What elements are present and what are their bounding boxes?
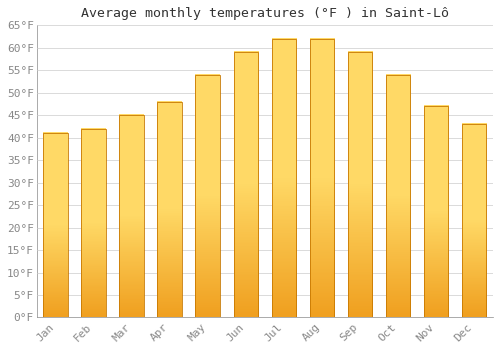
Bar (196, 75, 220, 317)
Bar (310, 39, 334, 317)
Bar (158, 102, 182, 317)
Bar (234, 52, 258, 317)
Bar (348, 52, 372, 317)
Bar (120, 115, 144, 317)
Bar (82, 129, 106, 317)
Title: Average monthly temperatures (°F ) in Saint-Lô: Average monthly temperatures (°F ) in Sa… (81, 7, 449, 20)
Bar (44, 133, 68, 317)
Bar (386, 75, 410, 317)
Bar (424, 106, 448, 317)
Bar (272, 39, 296, 317)
Bar (462, 124, 486, 317)
